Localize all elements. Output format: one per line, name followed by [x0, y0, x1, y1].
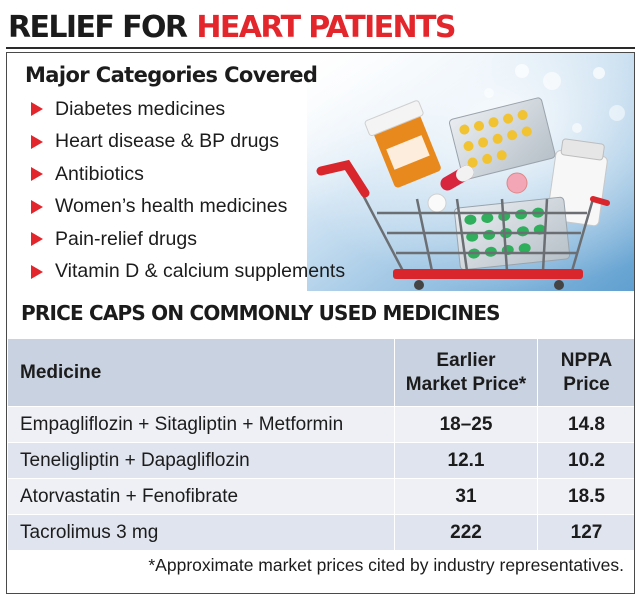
column-header-nppa-price: NPPA Price: [537, 338, 634, 407]
bullet-arrow-icon: [31, 264, 43, 279]
category-label: Antibiotics: [55, 162, 144, 185]
table-row: Atorvastatin + Fenofibrate 31 18.5: [7, 478, 634, 515]
category-item: Vitamin D & calcium supplements: [25, 256, 345, 289]
bullet-arrow-icon: [31, 102, 43, 117]
medicine-name-cell: Tacrolimus 3 mg: [7, 514, 395, 551]
bullet-arrow-icon: [31, 134, 43, 149]
category-label: Heart disease & BP drugs: [55, 130, 280, 153]
price-caps-title: PRICE CAPS ON COMMONLY USED MEDICINES: [21, 301, 501, 325]
medicine-name-cell: Teneligliptin + Dapagliflozin: [7, 442, 395, 479]
medicine-name-cell: Empagliflozin + Sitagliptin + Metformin: [7, 406, 395, 443]
category-item: Pain-relief drugs: [25, 223, 345, 256]
table-row: Tacrolimus 3 mg 222 127: [7, 514, 634, 551]
medicine-name-cell: Atorvastatin + Fenofibrate: [7, 478, 395, 515]
category-label: Diabetes medicines: [55, 97, 226, 120]
nppa-price-cell: 18.5: [537, 478, 634, 515]
category-label: Women’s health medicines: [55, 195, 288, 218]
shopping-cart-medicines-icon: [307, 53, 634, 291]
earlier-price-cell: 18–25: [394, 406, 538, 443]
headline-rule: [6, 47, 635, 49]
nppa-price-cell: 14.8: [537, 406, 634, 443]
category-label: Vitamin D & calcium supplements: [55, 260, 346, 283]
price-caps-table: Medicine Earlier Market Price* NPPA Pric…: [7, 338, 634, 551]
earlier-price-cell: 12.1: [394, 442, 538, 479]
earlier-price-cell: 31: [394, 478, 538, 515]
footnote: *Approximate market prices cited by indu…: [148, 555, 624, 575]
categories-section: Major Categories Covered Diabetes medici…: [7, 53, 634, 291]
category-item: Antibiotics: [25, 158, 345, 191]
bullet-arrow-icon: [31, 232, 43, 247]
column-header-earlier-line-1: Earlier: [436, 349, 496, 371]
category-item: Women’s health medicines: [25, 191, 345, 224]
nppa-price-cell: 127: [537, 514, 634, 551]
category-item: Heart disease & BP drugs: [25, 126, 345, 159]
bullet-arrow-icon: [31, 199, 43, 214]
categories-title: Major Categories Covered: [25, 63, 318, 87]
headline-part-1: RELIEF FOR: [8, 10, 188, 45]
categories-list: Diabetes medicines Heart disease & BP dr…: [25, 93, 345, 288]
column-header-earlier-line-2: Market Price*: [405, 373, 527, 395]
table-row: Empagliflozin + Sitagliptin + Metformin …: [7, 406, 634, 443]
column-header-nppa-line-1: NPPA: [560, 349, 613, 371]
bullet-arrow-icon: [31, 167, 43, 182]
category-label: Pain-relief drugs: [55, 227, 197, 250]
column-header-medicine: Medicine: [7, 338, 395, 407]
column-header-earlier-price: Earlier Market Price*: [394, 338, 538, 407]
table-row: Teneligliptin + Dapagliflozin 12.1 10.2: [7, 442, 634, 479]
infographic-frame: Major Categories Covered Diabetes medici…: [6, 52, 635, 594]
headline-part-2: HEART PATIENTS: [196, 10, 456, 45]
earlier-price-cell: 222: [394, 514, 538, 551]
headline: RELIEF FOR HEART PATIENTS: [8, 6, 457, 46]
column-header-nppa-line-2: Price: [563, 373, 610, 395]
nppa-price-cell: 10.2: [537, 442, 634, 479]
category-item: Diabetes medicines: [25, 93, 345, 126]
table-header-row: Medicine Earlier Market Price* NPPA Pric…: [7, 338, 634, 407]
